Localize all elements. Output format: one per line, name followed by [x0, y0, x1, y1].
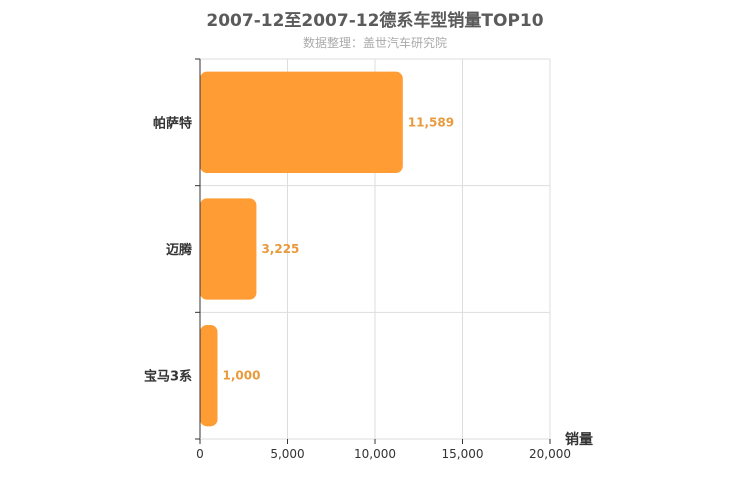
category-label: 帕萨特 [153, 115, 192, 131]
x-tick-label: 10,000 [354, 447, 396, 461]
chart-title: 2007-12至2007-12德系车型销量TOP10 [206, 11, 544, 31]
data-label: 1,000 [223, 369, 261, 383]
x-axis-title: 销量 [565, 431, 593, 448]
category-label: 迈腾 [166, 242, 193, 258]
x-tick-label: 20,000 [529, 447, 571, 461]
data-label: 11,589 [408, 115, 454, 129]
x-tick-label: 0 [196, 447, 204, 461]
bar [200, 198, 257, 300]
x-tick-label: 5,000 [270, 447, 304, 461]
category-label: 宝马3系 [144, 369, 192, 385]
chart-subtitle: 数据整理：盖世汽车研究院 [302, 36, 447, 50]
bar [200, 325, 218, 427]
bar [200, 71, 403, 173]
x-tick-label: 15,000 [442, 447, 484, 461]
data-label: 3,225 [261, 242, 299, 256]
